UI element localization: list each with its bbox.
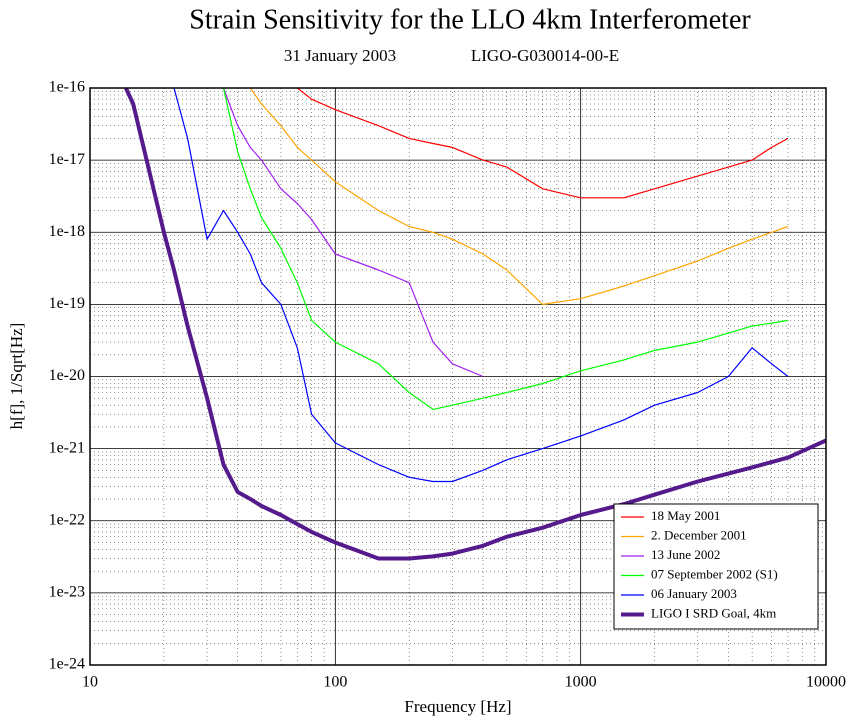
y-tick-label: 1e-24: [49, 656, 85, 673]
series-line: [222, 88, 484, 378]
chart-title: Strain Sensitivity for the LLO 4km Inter…: [189, 4, 751, 35]
legend-label: 2. December 2001: [651, 527, 747, 542]
y-tick-label: 1e-23: [49, 584, 85, 601]
plot-frame: [89, 87, 827, 666]
series-line: [173, 88, 789, 483]
legend-label: LIGO I SRD Goal, 4km: [651, 605, 776, 620]
series-line: [222, 88, 789, 410]
y-tick-label: 1e-19: [49, 295, 85, 312]
legend-label: 18 May 2001: [651, 508, 720, 523]
legend-box: [613, 503, 819, 630]
y-tick-label: 1e-17: [49, 151, 85, 168]
y-tick-label: 1e-18: [49, 223, 85, 240]
series-line: [296, 88, 789, 199]
annotation: LIGO-G030014-00-E: [471, 46, 619, 65]
y-tick-label: 1e-16: [49, 79, 85, 96]
x-axis-label: Frequency [Hz]: [404, 697, 511, 716]
x-tick-label: 10: [82, 674, 98, 691]
chart-subtitle: 31 January 2003: [284, 46, 396, 65]
y-tick-label: 1e-21: [49, 439, 85, 456]
x-tick-label: 1000: [565, 674, 597, 691]
y-tick-label: 1e-20: [49, 367, 85, 384]
legend-label: 06 January 2003: [651, 586, 737, 601]
legend-label: 13 June 2002: [651, 547, 720, 562]
series-line: [124, 88, 826, 561]
y-tick-label: 1e-22: [49, 511, 85, 528]
legend-label: 07 September 2002 (S1): [651, 566, 778, 581]
plot-lines: [124, 88, 826, 561]
x-tick-label: 10000: [806, 674, 846, 691]
y-axis-label: h[f], 1/Sqrt[Hz]: [7, 323, 26, 430]
series-line: [249, 88, 789, 305]
x-tick-label: 100: [323, 674, 347, 691]
legend: 18 May 2001 2. December 2001 13 June 2002 0…: [613, 503, 819, 630]
